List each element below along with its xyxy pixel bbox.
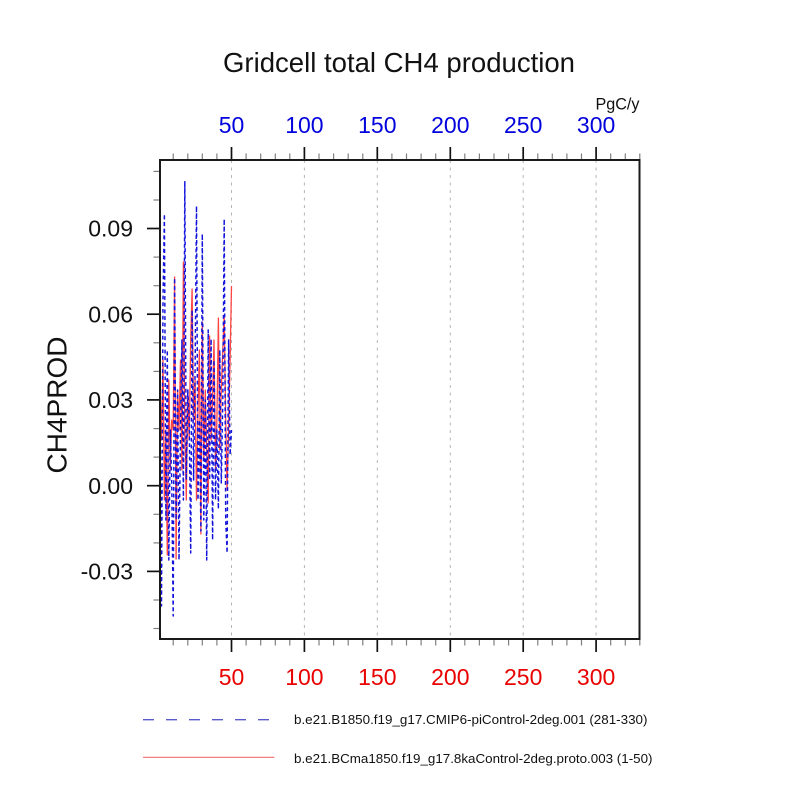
svg-text:100: 100 xyxy=(285,112,323,138)
svg-text:250: 250 xyxy=(504,664,542,690)
svg-text:b.e21.B1850.f19_g17.CMIP6-piCo: b.e21.B1850.f19_g17.CMIP6-piControl-2deg… xyxy=(294,712,648,727)
svg-text:0.03: 0.03 xyxy=(88,387,133,413)
svg-text:0.06: 0.06 xyxy=(88,301,133,327)
svg-text:-0.03: -0.03 xyxy=(81,559,133,585)
svg-text:0.09: 0.09 xyxy=(88,216,133,242)
svg-text:150: 150 xyxy=(358,664,396,690)
svg-text:50: 50 xyxy=(219,664,245,690)
svg-text:150: 150 xyxy=(358,112,396,138)
svg-text:250: 250 xyxy=(504,112,542,138)
svg-text:200: 200 xyxy=(431,112,469,138)
svg-text:0.00: 0.00 xyxy=(88,473,133,499)
svg-text:PgC/y: PgC/y xyxy=(596,95,640,114)
svg-text:300: 300 xyxy=(577,112,615,138)
svg-text:200: 200 xyxy=(431,664,469,690)
svg-text:300: 300 xyxy=(577,664,615,690)
svg-text:b.e21.BCma1850.f19_g17.8kaCont: b.e21.BCma1850.f19_g17.8kaControl-2deg.p… xyxy=(294,751,653,766)
svg-text:100: 100 xyxy=(285,664,323,690)
svg-text:50: 50 xyxy=(219,112,245,138)
svg-text:CH4PROD: CH4PROD xyxy=(42,337,73,474)
svg-text:Gridcell total CH4 production: Gridcell total CH4 production xyxy=(223,47,575,78)
